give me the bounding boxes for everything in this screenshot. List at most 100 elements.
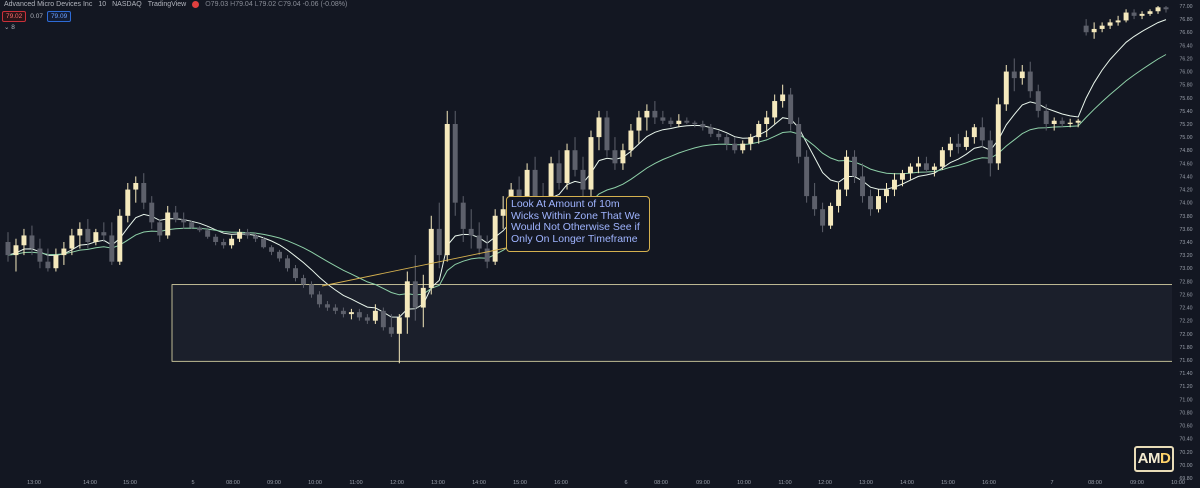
candle	[660, 110, 666, 124]
candle-body	[332, 307, 338, 311]
candle-body	[237, 232, 243, 239]
candle	[1091, 22, 1097, 39]
candle	[628, 124, 634, 157]
price-tick-label: 75.00	[1180, 135, 1193, 141]
candle-body	[995, 104, 1001, 164]
candle	[277, 249, 283, 262]
price-tick-label: 70.00	[1180, 463, 1193, 469]
candle-body	[1123, 12, 1129, 21]
symbol-header[interactable]: Advanced Micro Devices Inc 10 NASDAQ Tra…	[4, 1, 347, 8]
bid-button[interactable]: 79.02	[2, 11, 27, 22]
candle-body	[316, 294, 322, 305]
ohlc-low: 79.02	[258, 1, 277, 8]
candle	[692, 120, 698, 128]
candle	[995, 97, 1001, 170]
candle-body	[500, 209, 506, 216]
time-tick-label: 10:00	[737, 480, 751, 486]
candle	[931, 163, 937, 177]
indicators-toggle[interactable]: ⌄ 8	[4, 23, 15, 31]
candle	[165, 205, 171, 239]
candle	[572, 137, 578, 177]
candle	[93, 228, 99, 246]
price-tick-label: 70.40	[1180, 437, 1193, 443]
candle-body	[963, 137, 969, 147]
candle	[77, 222, 83, 249]
candle	[285, 255, 290, 272]
candle-body	[1139, 13, 1145, 16]
candle-body	[572, 150, 578, 170]
candle-body	[245, 232, 251, 236]
candle-body	[364, 317, 370, 321]
candle	[301, 274, 306, 288]
candle-body	[636, 117, 642, 131]
candle	[1123, 9, 1129, 23]
time-tick-label: 08:00	[226, 480, 240, 486]
candle-body	[189, 222, 195, 228]
candle-body	[1115, 20, 1121, 23]
candle-body	[820, 209, 826, 226]
candle	[237, 228, 243, 242]
candle	[436, 202, 442, 269]
time-tick-label: 14:00	[900, 480, 914, 486]
candle-body	[340, 310, 346, 315]
amd-logo: AMD	[1134, 446, 1174, 472]
candle	[141, 173, 147, 210]
price-tick-label: 76.60	[1180, 30, 1193, 36]
candle-body	[836, 189, 842, 206]
ema-line-8	[7, 19, 1167, 318]
time-tick-label: 12:00	[390, 480, 404, 486]
symbol-name[interactable]: Advanced Micro Devices Inc	[4, 1, 93, 8]
candle-body	[253, 235, 259, 239]
candle-body	[21, 235, 27, 246]
candle	[963, 130, 969, 151]
candle	[197, 226, 203, 233]
candle-body	[772, 101, 778, 118]
price-tick-label: 70.20	[1180, 450, 1193, 456]
annotation-callout[interactable]: Look At Amount of 10m Wicks Within Zone …	[506, 196, 650, 252]
price-axis-background	[1172, 0, 1200, 488]
candle	[428, 215, 434, 295]
candle-body	[1099, 25, 1105, 29]
price-tick-label: 74.80	[1180, 148, 1193, 154]
candle-body	[564, 150, 570, 183]
candle-body	[484, 248, 490, 262]
candle	[181, 212, 187, 229]
price-tick-label: 74.00	[1180, 201, 1193, 207]
price-tick-label: 70.80	[1180, 410, 1193, 416]
candle	[205, 227, 211, 239]
candle	[13, 238, 19, 272]
price-tick-label: 74.20	[1180, 188, 1193, 194]
candle-body	[117, 215, 123, 262]
candle-body	[899, 173, 905, 180]
ask-button[interactable]: 79.09	[46, 11, 72, 22]
time-tick-label: 09:00	[267, 480, 281, 486]
candle-body	[436, 228, 442, 256]
time-tick-label: 16:00	[554, 480, 568, 486]
candle-body	[13, 245, 19, 256]
time-tick-label: 14:00	[472, 480, 486, 486]
chevron-down-icon: ⌄	[4, 24, 10, 31]
candle	[716, 130, 722, 141]
time-axis[interactable]: 13:00 14:00 15:00 5 08:00 09:00 10:00 11:00 12:0…	[27, 480, 1185, 486]
price-tick-label: 77.00	[1180, 4, 1193, 10]
candle	[876, 189, 881, 213]
candle-body	[101, 232, 107, 236]
interval-label[interactable]: 10	[98, 1, 107, 8]
candle	[947, 137, 953, 157]
price-axis[interactable]: 77.00 76.80 76.60 76.40 76.20 76.00 75.80 75.60…	[1172, 0, 1200, 488]
candle	[1155, 6, 1161, 14]
candle-body	[492, 215, 498, 262]
candle-body	[1011, 71, 1017, 79]
candle-body	[844, 156, 850, 190]
candle	[788, 87, 794, 131]
candle	[1067, 118, 1073, 128]
candle-body	[165, 212, 171, 236]
candle-body	[788, 94, 794, 124]
candle-body	[684, 120, 690, 123]
source-label: TradingView	[147, 1, 187, 8]
candle-body	[1003, 71, 1009, 105]
candle	[1003, 65, 1009, 111]
candle-body	[1019, 71, 1025, 79]
candle-body	[133, 183, 139, 190]
